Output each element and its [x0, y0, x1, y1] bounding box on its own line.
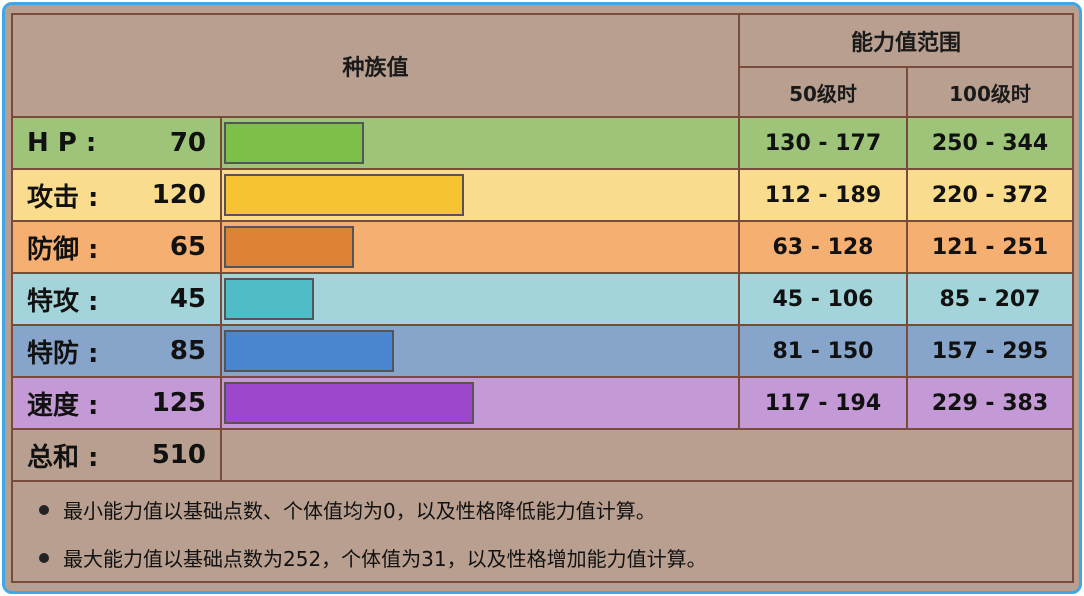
stat-bar — [224, 278, 314, 320]
stat-bar-cell — [220, 168, 740, 222]
stat-bar-cell — [220, 324, 740, 378]
range-100: 85 - 207 — [906, 272, 1074, 326]
note-min: 最小能力值以基础点数、个体值均为0，以及性格降低能力值计算。 — [39, 495, 656, 524]
total-value: 510 — [151, 440, 206, 470]
stat-bar-cell — [220, 272, 740, 326]
stat-label-cell: 特防 : 85 — [11, 324, 222, 378]
range-50: 45 - 106 — [738, 272, 908, 326]
total-empty-cell — [220, 428, 1074, 482]
bullet-icon — [39, 552, 49, 563]
range-100: 220 - 372 — [906, 168, 1074, 222]
stat-label-cell: 特攻 : 45 — [11, 272, 222, 326]
range-header: 能力值范围 — [738, 13, 1074, 68]
stat-value: 85 — [169, 336, 206, 366]
stat-name: 特防 : — [27, 338, 99, 369]
stat-name: 攻击 : — [27, 182, 99, 213]
range-50: 112 - 189 — [738, 168, 908, 222]
base-stats-header: 种族值 — [11, 13, 740, 118]
stat-label-cell: 速度 : 125 — [11, 376, 222, 430]
note-min-text: 最小能力值以基础点数、个体值均为0，以及性格降低能力值计算。 — [63, 499, 656, 523]
note-max-text: 最大能力值以基础点数为252，个体值为31，以及性格增加能力值计算。 — [63, 547, 707, 571]
stat-bar — [224, 382, 474, 424]
stat-label-cell: 防御 : 65 — [11, 220, 222, 274]
stat-bar — [224, 122, 364, 164]
range-100: 157 - 295 — [906, 324, 1074, 378]
range-100: 121 - 251 — [906, 220, 1074, 274]
notes-section: 最小能力值以基础点数、个体值均为0，以及性格降低能力值计算。 最大能力值以基础点… — [11, 475, 1074, 583]
stat-name: H P : — [27, 128, 97, 158]
range-100: 250 - 344 — [906, 116, 1074, 170]
stat-value: 65 — [169, 232, 206, 262]
stat-value: 125 — [151, 388, 206, 418]
total-label-cell: 总和 : 510 — [11, 428, 222, 482]
range-50: 130 - 177 — [738, 116, 908, 170]
range-100: 229 - 383 — [906, 376, 1074, 430]
bullet-icon — [39, 504, 49, 515]
stat-label-cell: 攻击 : 120 — [11, 168, 222, 222]
stat-value: 70 — [169, 128, 206, 158]
level50-header: 50级时 — [738, 66, 908, 118]
range-50: 81 - 150 — [738, 324, 908, 378]
stat-value: 45 — [169, 284, 206, 314]
stat-name: 特攻 : — [27, 286, 99, 317]
stat-bar — [224, 226, 354, 268]
stat-bar — [224, 330, 394, 372]
stat-value: 120 — [151, 180, 206, 210]
stat-bar-cell — [220, 116, 740, 170]
stat-name: 防御 : — [27, 234, 99, 265]
range-50: 63 - 128 — [738, 220, 908, 274]
range-50: 117 - 194 — [738, 376, 908, 430]
total-name: 总和 : — [27, 442, 99, 473]
stat-name: 速度 : — [27, 390, 99, 421]
level100-header: 100级时 — [906, 66, 1074, 118]
note-max: 最大能力值以基础点数为252，个体值为31，以及性格增加能力值计算。 — [39, 543, 707, 572]
stat-bar-cell — [220, 376, 740, 430]
stat-label-cell: H P : 70 — [11, 116, 222, 170]
stat-bar — [224, 174, 464, 216]
stat-bar-cell — [220, 220, 740, 274]
